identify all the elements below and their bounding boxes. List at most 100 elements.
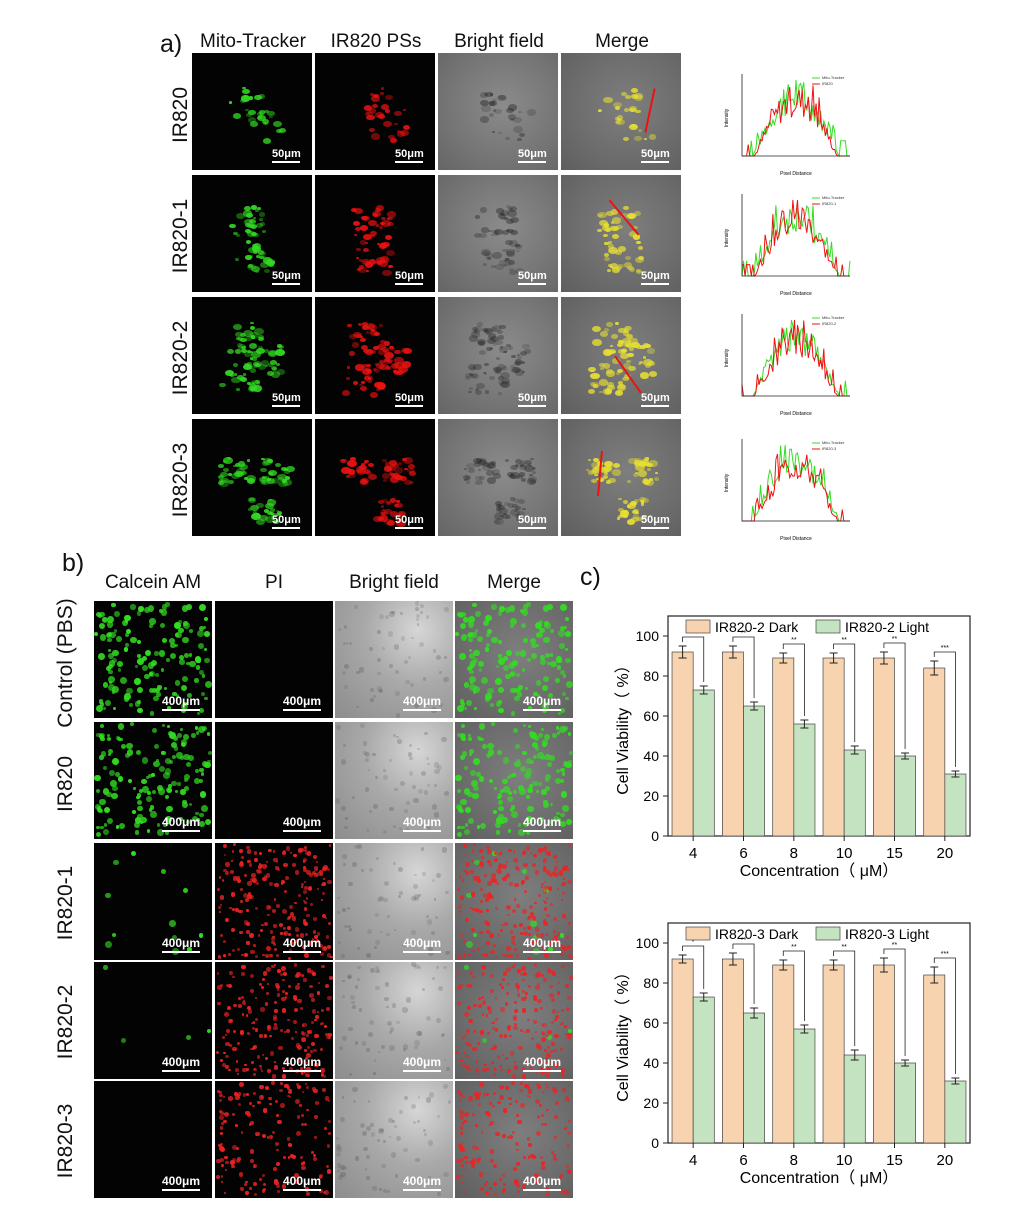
- scale-bar: 50μm: [395, 392, 424, 407]
- x-tick-label: 8: [790, 845, 798, 862]
- scale-bar: 50μm: [518, 270, 547, 285]
- scale-bar: 400μm: [403, 815, 441, 832]
- error-bar: [930, 660, 939, 676]
- panel-b-col-head: Bright field: [349, 572, 439, 593]
- bar: [722, 651, 744, 837]
- bar: [822, 657, 845, 837]
- panel-c-letter: c): [580, 563, 601, 591]
- scale-bar-label: 50μm: [272, 514, 301, 526]
- panel-a-col-head: IR820 PSs: [330, 31, 422, 52]
- bar: [873, 964, 895, 1144]
- scale-bar: 50μm: [518, 148, 547, 163]
- scale-bar-label: 50μm: [518, 270, 547, 282]
- error-bar: [728, 645, 737, 659]
- significance-label: **: [892, 942, 898, 949]
- profile-series-mito: [741, 204, 851, 277]
- scale-bar: 400μm: [523, 694, 561, 711]
- profile-ylabel: Intensity: [724, 108, 730, 127]
- micrograph-tile: 400μm: [215, 962, 333, 1079]
- significance-bracket: [933, 957, 956, 1074]
- x-tick-label: 20: [936, 1152, 953, 1169]
- significance-label: **: [741, 937, 747, 944]
- profile-axes: [741, 74, 850, 157]
- panel-b-row-head: IR820-1: [54, 865, 77, 941]
- scale-bar-label: 50μm: [272, 270, 301, 282]
- error-bar: [850, 745, 859, 755]
- line-profile-plot: Intensity Pixel Distance Mito-TrackerIR820…: [724, 194, 851, 297]
- micrograph-tile: 400μm: [335, 962, 453, 1079]
- micrograph-tile: 400μm: [455, 843, 573, 960]
- micrograph-tile: 400μm: [94, 601, 212, 718]
- y-axis-label: Cell Viability（ %）: [614, 964, 632, 1102]
- error-bar: [879, 651, 888, 665]
- bar: [692, 689, 715, 837]
- bar: [944, 773, 967, 837]
- scale-bar-label: 50μm: [395, 148, 424, 160]
- panel-a-col-head: Merge: [595, 31, 649, 52]
- y-tick-label: 0: [651, 1135, 659, 1151]
- error-bar: [779, 652, 788, 664]
- scale-bar: 400μm: [162, 1174, 200, 1191]
- scale-bar: 400μm: [283, 694, 321, 711]
- error-bar: [951, 770, 960, 778]
- bar: [793, 1028, 816, 1144]
- error-bar: [951, 1077, 960, 1085]
- scale-bar: 50μm: [272, 270, 301, 285]
- micrograph-tile: 50μm: [561, 175, 681, 292]
- scale-bar: 400μm: [403, 1055, 441, 1072]
- y-axis-label: Cell Viability（ %）: [614, 657, 632, 795]
- scale-bar: 400μm: [403, 694, 441, 711]
- micrograph-tile: 50μm: [315, 297, 435, 414]
- bar: [743, 1012, 765, 1144]
- bar: [894, 755, 916, 837]
- y-tick-label: 40: [643, 1055, 659, 1071]
- scale-bar-label: 50μm: [641, 514, 670, 526]
- scale-bar-label: 400μm: [403, 936, 442, 950]
- significance-bracket: [732, 636, 755, 698]
- x-tick-label: 4: [689, 845, 697, 862]
- micrograph-tile: 400μm: [335, 722, 453, 839]
- micrograph-tile: 50μm: [192, 419, 312, 536]
- profile-series-mito: [742, 444, 850, 522]
- error-bar: [750, 701, 759, 711]
- profile-legend-ir: IR820-3: [822, 446, 837, 451]
- error-bar: [829, 959, 838, 971]
- bar: [843, 1054, 866, 1144]
- significance-bracket: [782, 950, 805, 1021]
- profile-xlabel: Pixel Distance: [780, 536, 812, 542]
- significance-bracket: [883, 948, 906, 1056]
- significance-label: *: [692, 630, 695, 637]
- y-tick-label: 100: [636, 935, 660, 951]
- scale-bar-label: 400μm: [162, 694, 201, 708]
- micrograph-tile: 50μm: [438, 297, 558, 414]
- error-bar: [800, 1024, 809, 1034]
- significance-bracket: [883, 642, 906, 749]
- y-tick-label: 20: [643, 788, 659, 804]
- x-tick-label: 6: [739, 1152, 747, 1169]
- error-bar: [678, 645, 687, 659]
- bar: [772, 964, 795, 1144]
- scale-bar-label: 400μm: [162, 936, 201, 950]
- error-bar: [930, 966, 939, 984]
- significance-bracket: [833, 950, 856, 1046]
- significance-label: **: [791, 637, 797, 644]
- panel-a-col-head: Mito-Tracker: [200, 31, 306, 52]
- scale-bar: 50μm: [272, 392, 301, 407]
- panel-a-letter: a): [160, 30, 183, 58]
- micrograph-tile: 400μm: [215, 1081, 333, 1198]
- significance-label: **: [741, 630, 747, 637]
- significance-label: **: [791, 944, 797, 951]
- bar: [772, 657, 795, 837]
- legend-swatch: [685, 926, 711, 941]
- scale-bar: 400μm: [162, 1055, 200, 1072]
- scale-bar: 400μm: [283, 1055, 321, 1072]
- profile-ylabel: Intensity: [724, 473, 730, 492]
- micrograph-tile: 50μm: [192, 53, 312, 170]
- scale-bar: 50μm: [518, 514, 547, 529]
- significance-label: **: [892, 636, 898, 643]
- bar: [923, 667, 946, 837]
- scale-bar-label: 400μm: [283, 694, 322, 708]
- legend-swatch: [685, 619, 711, 634]
- bar: [692, 996, 715, 1144]
